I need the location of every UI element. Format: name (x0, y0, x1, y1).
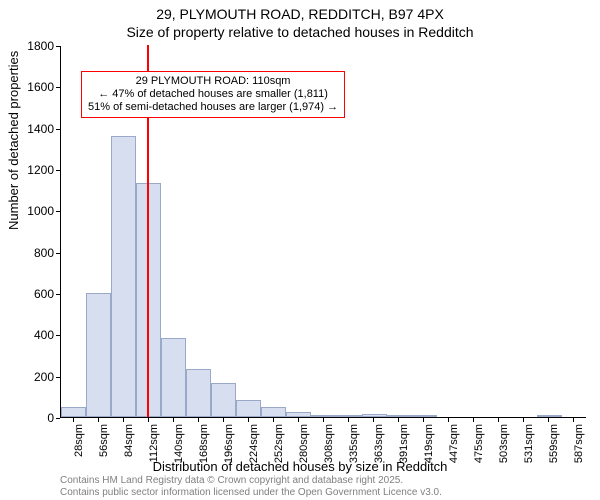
x-tick-label: 280sqm (298, 424, 310, 468)
x-tick-mark (573, 418, 574, 422)
x-tick-mark (198, 418, 199, 422)
histogram-bar (61, 407, 86, 417)
x-tick-label: 224sqm (248, 424, 260, 468)
histogram-bar (362, 414, 387, 417)
x-tick-label: 84sqm (123, 424, 135, 468)
footer-attribution: Contains HM Land Registry data © Crown c… (60, 475, 442, 498)
x-tick-mark (248, 418, 249, 422)
x-tick-label: 503sqm (498, 424, 510, 468)
y-tick-label: 1200 (14, 163, 54, 177)
x-tick-label: 196sqm (223, 424, 235, 468)
histogram-bar (537, 415, 562, 417)
histogram-bar (261, 407, 286, 417)
y-tick-mark (56, 377, 60, 378)
x-tick-mark (98, 418, 99, 422)
y-tick-mark (56, 129, 60, 130)
y-tick-label: 400 (14, 328, 54, 342)
x-tick-label: 447sqm (448, 424, 460, 468)
x-tick-mark (73, 418, 74, 422)
x-tick-mark (323, 418, 324, 422)
x-tick-mark (448, 418, 449, 422)
x-tick-label: 112sqm (148, 424, 160, 468)
x-tick-mark (373, 418, 374, 422)
y-tick-label: 1800 (14, 39, 54, 53)
x-tick-mark (523, 418, 524, 422)
annotation-line2: ← 47% of detached houses are smaller (1,… (88, 88, 338, 101)
x-tick-label: 252sqm (273, 424, 285, 468)
x-tick-mark (473, 418, 474, 422)
histogram-bar (387, 415, 412, 417)
x-tick-mark (173, 418, 174, 422)
histogram-bar (236, 400, 261, 417)
x-tick-mark (548, 418, 549, 422)
y-tick-label: 0 (14, 411, 54, 425)
y-tick-label: 200 (14, 370, 54, 384)
x-tick-label: 559sqm (548, 424, 560, 468)
chart-container: 29, PLYMOUTH ROAD, REDDITCH, B97 4PX Siz… (0, 0, 600, 500)
plot-area: 29 PLYMOUTH ROAD: 110sqm← 47% of detache… (60, 46, 586, 418)
annotation-callout: 29 PLYMOUTH ROAD: 110sqm← 47% of detache… (81, 71, 345, 119)
x-tick-label: 56sqm (98, 424, 110, 468)
x-tick-mark (148, 418, 149, 422)
histogram-bar (86, 293, 111, 417)
x-tick-mark (348, 418, 349, 422)
x-tick-mark (398, 418, 399, 422)
footer-line2: Contains public sector information licen… (60, 487, 442, 499)
x-tick-label: 419sqm (423, 424, 435, 468)
x-tick-mark (223, 418, 224, 422)
x-tick-label: 363sqm (373, 424, 385, 468)
y-tick-mark (56, 211, 60, 212)
chart-title-line2: Size of property relative to detached ho… (0, 24, 600, 40)
y-tick-label: 800 (14, 246, 54, 260)
y-tick-label: 600 (14, 287, 54, 301)
histogram-bar (111, 136, 136, 417)
y-tick-mark (56, 335, 60, 336)
y-axis-label: Number of detached properties (6, 51, 21, 230)
y-tick-label: 1600 (14, 80, 54, 94)
x-tick-mark (273, 418, 274, 422)
histogram-bar (286, 412, 311, 417)
histogram-bar (412, 415, 437, 417)
x-tick-mark (298, 418, 299, 422)
y-tick-mark (56, 294, 60, 295)
x-tick-label: 168sqm (198, 424, 210, 468)
histogram-bar (161, 338, 186, 417)
x-tick-label: 140sqm (173, 424, 185, 468)
histogram-bar (337, 415, 362, 417)
x-tick-mark (498, 418, 499, 422)
histogram-bar (311, 415, 336, 417)
histogram-bar (186, 369, 211, 417)
x-tick-label: 531sqm (523, 424, 535, 468)
chart-title-line1: 29, PLYMOUTH ROAD, REDDITCH, B97 4PX (0, 6, 600, 22)
x-tick-mark (423, 418, 424, 422)
y-tick-mark (56, 87, 60, 88)
y-tick-label: 1400 (14, 122, 54, 136)
x-tick-label: 587sqm (573, 424, 585, 468)
histogram-bar (211, 383, 236, 417)
y-tick-mark (56, 46, 60, 47)
x-tick-label: 475sqm (473, 424, 485, 468)
x-tick-label: 28sqm (73, 424, 85, 468)
annotation-line3: 51% of semi-detached houses are larger (… (88, 101, 338, 114)
x-tick-label: 391sqm (398, 424, 410, 468)
y-tick-mark (56, 170, 60, 171)
x-tick-label: 308sqm (323, 424, 335, 468)
y-tick-mark (56, 253, 60, 254)
annotation-line1: 29 PLYMOUTH ROAD: 110sqm (88, 75, 338, 88)
y-tick-label: 1000 (14, 204, 54, 218)
y-tick-mark (56, 418, 60, 419)
x-tick-label: 335sqm (348, 424, 360, 468)
x-tick-mark (123, 418, 124, 422)
footer-line1: Contains HM Land Registry data © Crown c… (60, 475, 442, 487)
